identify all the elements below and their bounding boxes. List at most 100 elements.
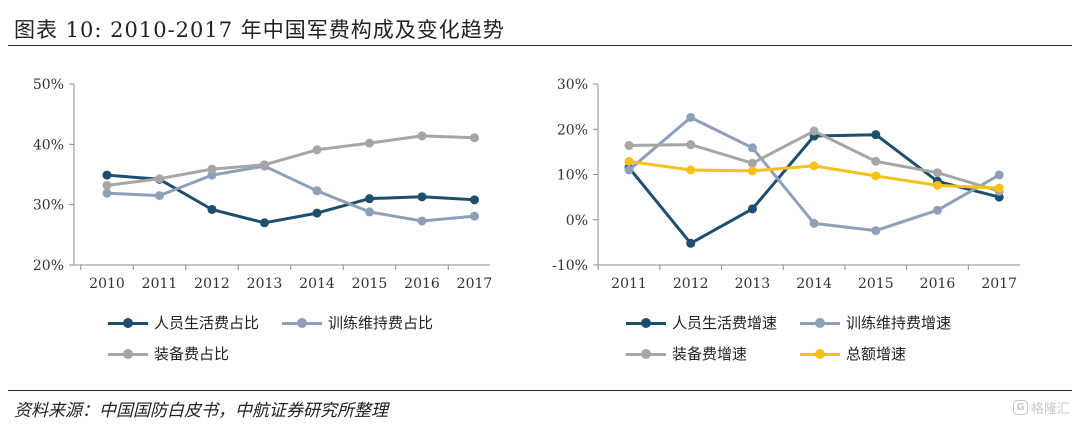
top-rule <box>8 45 1072 46</box>
legend-label: 人员生活费增速 <box>672 314 778 332</box>
legend-swatch <box>626 348 666 359</box>
legend-item: 总额增速 <box>800 343 906 364</box>
y-tick-label: 10% <box>557 168 588 184</box>
data-point <box>155 191 164 201</box>
data-point <box>809 126 819 136</box>
data-point <box>365 207 374 217</box>
y-tick-label: 0% <box>566 213 588 229</box>
legend-swatch <box>108 317 148 328</box>
series-line-3 <box>106 134 475 187</box>
data-point <box>686 165 696 175</box>
data-point <box>933 168 942 178</box>
chart-left-composition: 20% 30% 40% 50% 2010 2011 2012 2013 2014 2015 2016… <box>33 77 492 292</box>
charts-canvas: 20% 30% 40% 50% 2010 2011 2012 2013 2014 2015 2016… <box>33 77 1020 292</box>
watermark-icon: G <box>1012 400 1028 415</box>
data-point <box>207 204 217 214</box>
legend-swatch-dot <box>123 317 133 328</box>
legend-item: 训练维持费增速 <box>800 312 951 333</box>
legend-label: 训练维持费增速 <box>846 314 952 332</box>
data-point <box>994 170 1004 180</box>
x-tick-label: 2011 <box>611 276 647 292</box>
x-tick-label: 2012 <box>194 276 230 292</box>
x-tick-label: 2013 <box>735 276 771 292</box>
legend-swatch-dot <box>641 348 651 359</box>
x-tick-label: 2014 <box>796 276 832 292</box>
legend-swatch <box>282 317 322 328</box>
data-point <box>871 156 881 166</box>
data-point <box>871 130 881 140</box>
x-tick-label: 2013 <box>247 276 283 292</box>
data-point <box>365 194 374 204</box>
data-point <box>747 158 757 168</box>
data-point <box>470 211 479 221</box>
legend-item: 人员生活费占比 <box>108 312 259 333</box>
source-note: 资料来源：中国国防白皮书，中航证券研究所整理 <box>14 401 388 421</box>
series-line-2 <box>106 164 475 223</box>
data-point <box>809 161 819 171</box>
legend-swatch-dot <box>123 348 133 359</box>
legend-label: 装备费占比 <box>154 345 230 363</box>
legend-item: 装备费占比 <box>108 343 229 364</box>
data-point <box>871 226 881 236</box>
legend-swatch-dot <box>815 317 825 328</box>
legend-swatch <box>800 348 840 359</box>
y-tick-label: 30% <box>33 198 64 214</box>
data-point <box>312 145 322 155</box>
data-point <box>312 186 322 196</box>
data-point <box>686 140 696 150</box>
data-point <box>747 166 757 176</box>
data-point <box>933 180 942 190</box>
bottom-rule <box>8 390 1072 391</box>
legend-label: 人员生活费占比 <box>154 314 260 332</box>
data-point <box>994 183 1004 193</box>
legend-swatch <box>800 317 840 328</box>
legend-item: 装备费增速 <box>626 343 747 364</box>
x-tick-label: 2014 <box>299 276 335 292</box>
legend-label: 总额增速 <box>846 345 907 363</box>
legend-swatch-dot <box>641 317 651 328</box>
data-point <box>260 218 269 228</box>
legend-swatch-dot <box>815 348 825 359</box>
data-point <box>417 192 427 202</box>
data-point <box>624 165 634 175</box>
x-tick-label: 2017 <box>457 276 493 292</box>
watermark-logo: G 格隆汇 <box>1012 398 1070 417</box>
data-point <box>417 131 427 141</box>
y-tick-label: -10% <box>552 258 588 274</box>
x-tick-label: 2011 <box>142 276 178 292</box>
data-point <box>260 160 269 170</box>
chart-right-growth: -10% 0% 10% 20% 30% 2011 2012 2013 2014 2015 2016 2… <box>552 77 1020 292</box>
data-point <box>312 208 322 218</box>
legend-item: 训练维持费占比 <box>282 312 433 333</box>
data-point <box>155 174 164 184</box>
x-tick-label: 2017 <box>981 276 1017 292</box>
legend-swatch <box>626 317 666 328</box>
data-point <box>686 238 696 248</box>
data-point <box>624 156 634 166</box>
y-tick-label: 30% <box>557 77 588 93</box>
x-tick-label: 2010 <box>89 276 125 292</box>
figure-title: 图表 10: 2010-2017 年中国军费构成及变化趋势 <box>14 18 505 42</box>
legend-label: 训练维持费占比 <box>328 314 434 332</box>
y-tick-label: 40% <box>33 137 64 153</box>
y-tick-label: 50% <box>33 77 64 93</box>
data-point <box>207 164 217 174</box>
data-point <box>871 171 881 181</box>
data-point <box>747 204 757 214</box>
data-point <box>686 112 696 122</box>
legend-swatch <box>108 348 148 359</box>
y-tick-label: 20% <box>33 258 64 274</box>
x-tick-label: 2012 <box>673 276 709 292</box>
y-tick-label: 20% <box>557 122 588 138</box>
series-line-1 <box>106 173 475 225</box>
data-point <box>470 133 479 143</box>
data-point <box>365 138 374 148</box>
x-tick-label: 2016 <box>920 276 956 292</box>
data-point <box>417 216 427 226</box>
x-tick-label: 2016 <box>404 276 440 292</box>
legend-label: 装备费增速 <box>672 345 748 363</box>
x-tick-label: 2015 <box>352 276 388 292</box>
x-tick-label: 2015 <box>858 276 894 292</box>
legend-item: 人员生活费增速 <box>626 312 777 333</box>
watermark-text: 格隆汇 <box>1030 402 1070 417</box>
